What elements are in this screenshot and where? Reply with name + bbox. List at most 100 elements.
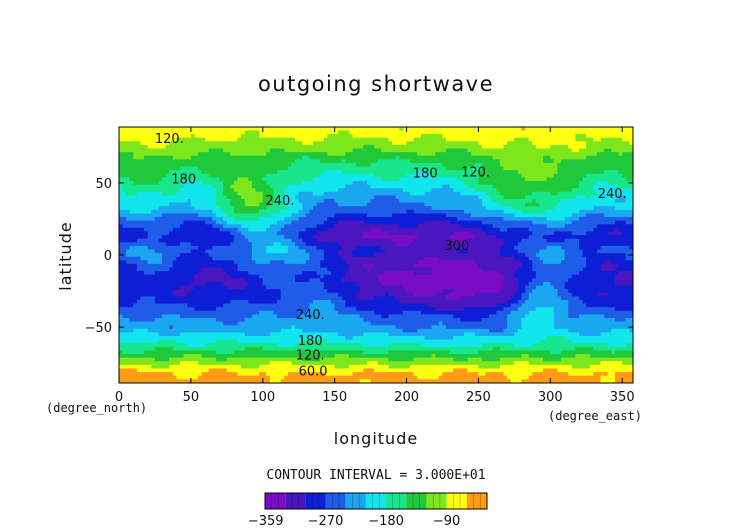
heatmap-cell — [244, 162, 249, 168]
heatmap-cell — [532, 162, 537, 168]
heatmap-cell — [431, 162, 436, 168]
heatmap-cell — [169, 235, 174, 240]
heatmap-cell — [129, 137, 134, 142]
heatmap-cell — [550, 148, 555, 153]
heatmap-cell — [162, 202, 167, 207]
heatmap-cell — [438, 206, 443, 211]
heatmap-cell — [521, 209, 526, 215]
heatmap-cell — [535, 213, 541, 218]
heatmap-cell — [230, 155, 235, 160]
heatmap-cell — [604, 206, 609, 211]
heatmap-cell — [582, 144, 587, 150]
heatmap-cell — [305, 224, 310, 229]
heatmap-cell — [259, 231, 264, 236]
heatmap-cell — [445, 180, 451, 186]
heatmap-cell — [255, 220, 260, 225]
heatmap-cell — [330, 224, 336, 229]
heatmap-cell — [535, 195, 541, 200]
heatmap-cell — [463, 159, 469, 164]
heatmap-cell — [190, 209, 195, 215]
heatmap-cell — [571, 227, 576, 233]
heatmap-cell — [241, 195, 246, 200]
heatmap-cell — [269, 180, 275, 186]
heatmap-cell — [463, 227, 469, 233]
heatmap-cell — [302, 199, 307, 204]
heatmap-cell — [557, 242, 562, 247]
heatmap-cell — [489, 137, 494, 142]
heatmap-cell — [151, 137, 156, 142]
heatmap-cell — [269, 144, 275, 150]
heatmap-cell — [607, 195, 612, 200]
heatmap-cell — [539, 188, 544, 193]
heatmap-cell — [478, 242, 483, 247]
heatmap-cell — [471, 191, 476, 197]
heatmap-cell — [334, 162, 339, 168]
heatmap-cell — [503, 235, 508, 240]
heatmap-cell — [194, 130, 199, 135]
heatmap-cell — [611, 188, 616, 193]
heatmap-cell — [381, 170, 386, 175]
heatmap-cell — [388, 242, 393, 247]
heatmap-cell — [410, 155, 415, 160]
heatmap-cell — [338, 213, 343, 218]
heatmap-cell — [136, 148, 142, 153]
heatmap-cell — [568, 166, 573, 171]
heatmap-cell — [197, 148, 203, 153]
heatmap-cell — [384, 159, 390, 164]
heatmap-cell — [176, 245, 181, 251]
heatmap-cell — [474, 159, 479, 164]
heatmap-cell — [158, 141, 163, 146]
heatmap-cell — [629, 152, 633, 157]
heatmap-cell — [445, 231, 451, 236]
heatmap-cell — [237, 162, 242, 168]
heatmap-cell — [233, 213, 239, 218]
heatmap-cell — [298, 144, 303, 150]
heatmap-cell — [535, 137, 541, 142]
heatmap-cell — [618, 152, 623, 157]
heatmap-cell — [420, 152, 426, 157]
heatmap-cell — [449, 227, 454, 233]
heatmap-cell — [460, 249, 465, 254]
heatmap-cell — [277, 159, 282, 164]
heatmap-cell — [338, 134, 343, 139]
heatmap-cell — [338, 242, 343, 247]
heatmap-cell — [561, 166, 566, 171]
heatmap-cell — [151, 242, 156, 247]
heatmap-cell — [424, 213, 429, 218]
heatmap-cell — [431, 144, 436, 150]
heatmap-cell — [323, 134, 328, 139]
heatmap-cell — [352, 141, 357, 146]
heatmap-cell — [309, 130, 314, 135]
heatmap-cell — [345, 137, 350, 142]
heatmap-cell — [255, 213, 260, 218]
heatmap-cell — [205, 206, 210, 211]
heatmap-cell — [212, 238, 217, 243]
heatmap-cell — [596, 177, 602, 182]
heatmap-cell — [449, 173, 454, 178]
heatmap-cell — [471, 245, 476, 251]
heatmap-cell — [399, 127, 404, 132]
heatmap-cell — [122, 159, 127, 164]
heatmap-cell — [165, 177, 170, 182]
heatmap-cell — [172, 159, 178, 164]
heatmap-cell — [460, 159, 465, 164]
heatmap-cell — [546, 227, 551, 233]
heatmap-cell — [535, 209, 541, 215]
heatmap-cell — [607, 220, 612, 225]
heatmap-cell — [402, 217, 408, 222]
heatmap-cell — [208, 159, 213, 164]
heatmap-cell — [187, 220, 192, 225]
heatmap-cell — [356, 173, 361, 178]
heatmap-cell — [237, 159, 242, 164]
heatmap-cell — [589, 184, 594, 189]
heatmap-cell — [313, 217, 318, 222]
heatmap-cell — [384, 134, 390, 139]
heatmap-cell — [201, 245, 206, 251]
heatmap-cell — [208, 220, 213, 225]
heatmap-cell — [406, 173, 411, 178]
heatmap-cell — [604, 155, 609, 160]
heatmap-cell — [241, 209, 246, 215]
heatmap-cell — [399, 137, 404, 142]
heatmap-cell — [442, 177, 447, 182]
heatmap-cell — [259, 199, 264, 204]
